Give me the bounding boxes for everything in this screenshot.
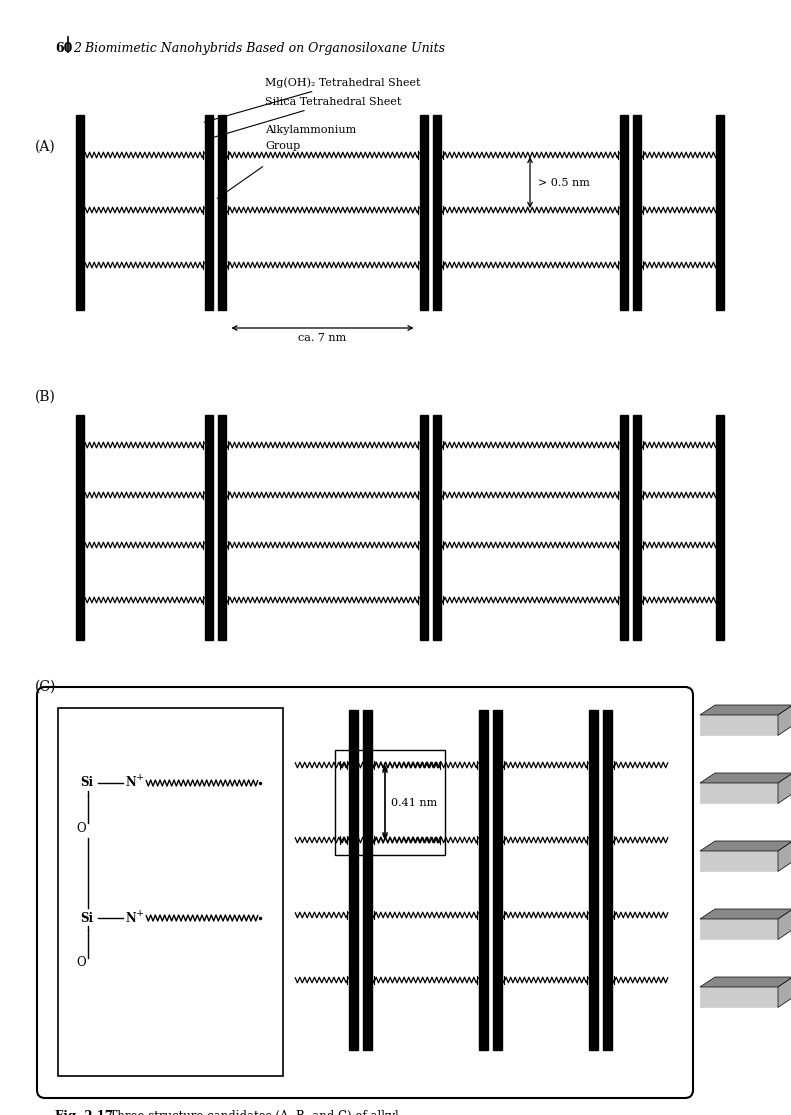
Text: 60: 60: [55, 42, 72, 55]
Text: Alkylammonium: Alkylammonium: [265, 125, 356, 135]
Bar: [218, 415, 225, 640]
Text: Fig. 2.17: Fig. 2.17: [55, 1111, 113, 1115]
Bar: [700, 715, 778, 736]
Bar: [58, 708, 283, 1076]
Bar: [633, 415, 641, 640]
Text: Si: Si: [80, 911, 93, 924]
Polygon shape: [778, 841, 791, 872]
Text: (B): (B): [35, 390, 56, 404]
Text: +: +: [136, 909, 144, 918]
Polygon shape: [700, 977, 791, 987]
Bar: [433, 415, 441, 640]
Bar: [218, 115, 225, 310]
Text: N: N: [125, 776, 136, 789]
Bar: [76, 415, 84, 640]
Polygon shape: [778, 705, 791, 736]
Bar: [433, 115, 441, 310]
Bar: [362, 710, 372, 1050]
Bar: [716, 115, 724, 310]
Bar: [619, 115, 627, 310]
Text: > 0.5 nm: > 0.5 nm: [538, 177, 590, 187]
Bar: [205, 115, 213, 310]
Polygon shape: [700, 909, 791, 919]
Polygon shape: [700, 841, 791, 851]
Polygon shape: [778, 773, 791, 804]
Text: ca. 7 nm: ca. 7 nm: [298, 333, 346, 343]
Bar: [419, 115, 427, 310]
Bar: [349, 710, 358, 1050]
Text: Silica Tetrahedral Sheet: Silica Tetrahedral Sheet: [207, 97, 401, 139]
Text: N: N: [125, 911, 136, 924]
Text: 0.41 nm: 0.41 nm: [391, 797, 437, 807]
Text: O: O: [76, 822, 85, 834]
Bar: [716, 415, 724, 640]
Bar: [700, 919, 778, 940]
Polygon shape: [778, 977, 791, 1007]
Bar: [619, 415, 627, 640]
Text: O: O: [76, 957, 85, 970]
Bar: [700, 851, 778, 872]
Polygon shape: [778, 909, 791, 940]
Bar: [205, 415, 213, 640]
Bar: [493, 710, 501, 1050]
Bar: [589, 710, 597, 1050]
Text: (C): (C): [35, 680, 56, 694]
Bar: [335, 750, 445, 855]
Bar: [633, 115, 641, 310]
Bar: [419, 415, 427, 640]
Text: Group: Group: [265, 140, 301, 151]
Bar: [76, 115, 84, 310]
Polygon shape: [700, 773, 791, 783]
Text: Si: Si: [80, 776, 93, 789]
Bar: [700, 987, 778, 1007]
Bar: [700, 783, 778, 804]
Text: Three structure candidates (A, B, and C) of alkyl-: Three structure candidates (A, B, and C)…: [102, 1111, 403, 1115]
Text: +: +: [136, 774, 144, 783]
Text: (A): (A): [35, 140, 55, 154]
Text: 2 Biomimetic Nanohybrids Based on Organosiloxane Units: 2 Biomimetic Nanohybrids Based on Organo…: [73, 42, 445, 55]
Bar: [479, 710, 487, 1050]
Text: Mg(OH)₂ Tetrahedral Sheet: Mg(OH)₂ Tetrahedral Sheet: [204, 77, 421, 123]
Bar: [603, 710, 611, 1050]
FancyBboxPatch shape: [37, 687, 693, 1098]
Polygon shape: [700, 705, 791, 715]
